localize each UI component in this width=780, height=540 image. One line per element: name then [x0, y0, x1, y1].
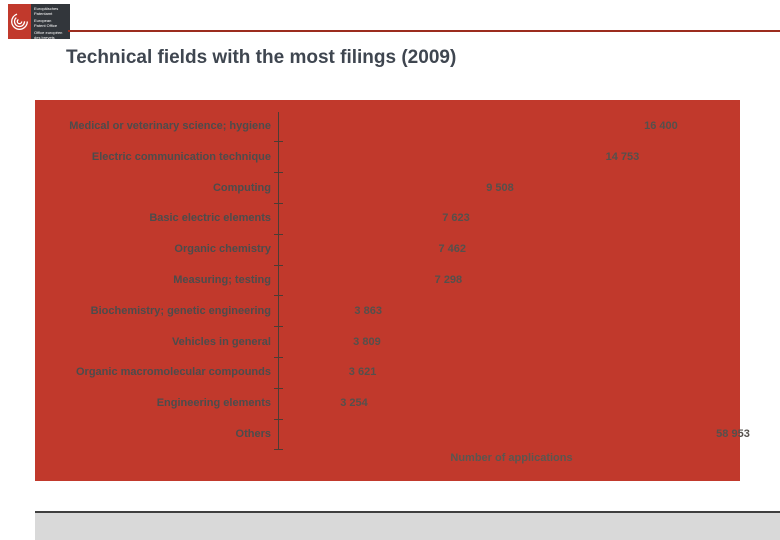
- value-label: 3 254: [340, 397, 368, 410]
- category-label: Basic electric elements: [149, 212, 271, 225]
- axis-tick: [274, 233, 283, 235]
- axis-tick: [274, 203, 283, 204]
- category-label: Organic macromolecular compounds: [76, 366, 271, 379]
- axis-tick: [274, 357, 283, 358]
- axis-tick: [274, 264, 283, 266]
- axis-tick: [274, 449, 283, 451]
- x-axis-label: Number of applications: [450, 452, 573, 464]
- y-axis-line: [278, 112, 279, 450]
- category-label: Electric communication technique: [91, 150, 271, 163]
- value-label: 3 863: [354, 304, 382, 317]
- value-label: 3 809: [353, 335, 381, 348]
- category-label: Organic chemistry: [174, 243, 271, 256]
- value-label: 7 623: [442, 212, 470, 225]
- axis-tick: [274, 172, 283, 174]
- category-label: Engineering elements: [156, 397, 271, 410]
- epo-logo-swirl-icon: [8, 4, 31, 39]
- epo-logo: Europäisches Patentamt European Patent Offi…: [8, 4, 70, 40]
- value-label: 9 508: [486, 181, 514, 194]
- value-label: 58 953: [716, 428, 750, 440]
- page-title: Technical fields with the most filings (…: [66, 47, 457, 68]
- header-rule: [68, 30, 780, 32]
- value-label: 7 462: [438, 243, 466, 256]
- value-label: 3 621: [348, 366, 377, 379]
- value-label: 16 400: [644, 120, 678, 132]
- footer-bar: [35, 511, 780, 540]
- category-label: Biochemistry; genetic engineering: [90, 304, 271, 317]
- axis-tick: [274, 418, 283, 420]
- epo-logo-text: Europäisches Patentamt European Patent Offi…: [31, 4, 70, 40]
- axis-tick: [274, 141, 283, 143]
- axis-tick: [274, 387, 283, 389]
- category-label: Measuring; testing: [173, 274, 271, 286]
- value-label: 7 298: [434, 274, 463, 286]
- epo-logo-text-group: Office européen des brevets: [34, 30, 63, 40]
- bar-chart: Medical or veterinary science; hygiene 16…: [35, 100, 750, 481]
- value-label: 14 753: [605, 150, 640, 163]
- category-label: Medical or veterinary science; hygiene: [69, 120, 271, 132]
- axis-tick: [274, 326, 283, 328]
- category-label: Others: [235, 428, 271, 440]
- epo-logo-text-group: European Patent Office: [34, 18, 58, 28]
- epo-logo-text-group: Europäisches Patentamt: [34, 6, 59, 16]
- category-label: Vehicles in general: [171, 335, 271, 348]
- category-label: Computing: [212, 181, 271, 194]
- axis-tick: [274, 295, 283, 297]
